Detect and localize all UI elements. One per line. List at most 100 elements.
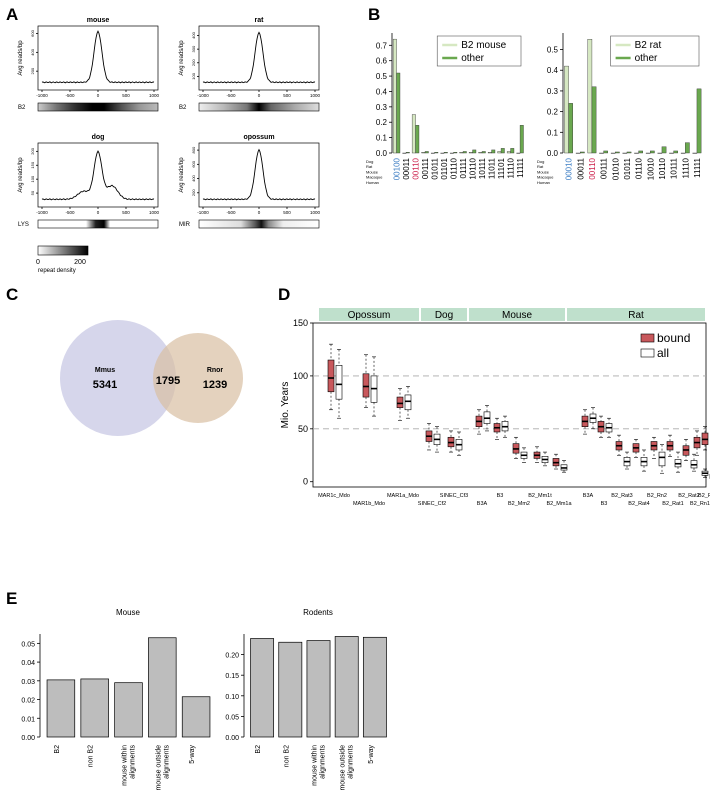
category-label: B2_Rn2 <box>647 493 667 499</box>
y-tick-label: 0.00 <box>21 735 35 742</box>
x-tick-label: 0 <box>97 210 100 215</box>
box <box>335 365 343 400</box>
bar <box>506 151 511 154</box>
repeat-label: B2 <box>179 105 187 111</box>
profile-line <box>41 150 155 201</box>
bar <box>434 152 439 154</box>
category-label: mouse within <box>312 745 319 786</box>
venn-left-count: 5341 <box>93 379 117 391</box>
panel-d-boxplot: Opossum Dog Mouse Rat Mio. Years 0 50 100 150 MAR… <box>280 308 710 507</box>
category-label: 01011 <box>431 157 440 179</box>
y-tick-label: 800 <box>191 146 196 153</box>
row-label: Macaque <box>366 175 383 180</box>
y-tick-label: 0.2 <box>547 108 559 117</box>
y-tick-label: 0.03 <box>21 679 35 686</box>
x-tick-label: -1000 <box>36 210 48 215</box>
colorbar-min: 0 <box>36 259 40 266</box>
y-tick-label: 0.05 <box>21 641 35 648</box>
repeat-label: LYS <box>18 222 29 228</box>
chart-title: Rodents <box>303 608 333 617</box>
y-tick-label: 0.4 <box>376 87 388 96</box>
legend-label: B2 rat <box>635 40 662 51</box>
x-tick-label: -1000 <box>197 93 209 98</box>
bar <box>685 142 690 154</box>
venn-left-name: Mmus <box>95 367 115 374</box>
category-label: B3 <box>497 493 504 499</box>
category-label: 00010 <box>565 157 574 180</box>
category-label: B2_Rat4 <box>628 501 649 507</box>
bar <box>411 114 416 154</box>
x-tick-label: 1000 <box>149 93 160 98</box>
category-label: B2_Rn2 <box>698 493 710 499</box>
group-header-label: Rat <box>628 310 644 321</box>
bar <box>462 151 467 154</box>
group-header-label: Dog <box>435 310 453 321</box>
profile-frame <box>198 142 320 208</box>
y-tick-label: 0.01 <box>21 716 35 723</box>
bar <box>405 152 410 154</box>
y-axis-label: Mio. Years <box>280 382 291 429</box>
profile-ylabel: Avg reads/bp <box>179 40 185 76</box>
category-label: 01101 <box>440 157 449 179</box>
profile-title: opossum <box>243 134 274 141</box>
y-tick-label: 400 <box>191 174 196 181</box>
category-label: 01011 <box>623 157 632 179</box>
bar <box>587 39 593 154</box>
legend-swatch-all <box>640 348 655 358</box>
category-label: 00011 <box>402 157 411 179</box>
y-tick-label: 0.0 <box>547 149 559 158</box>
bar <box>362 636 387 738</box>
category-label: alignments <box>163 745 170 779</box>
category-label: 11111 <box>693 157 702 177</box>
legend-swatch-bound <box>640 333 655 343</box>
category-label: MAR1b_Mdo <box>353 501 385 507</box>
y-tick-label: 0.04 <box>21 660 35 667</box>
x-tick-label: -500 <box>226 210 236 215</box>
profile-line <box>202 148 316 201</box>
y-tick-label: 50 <box>30 190 35 195</box>
y-tick-label: 100 <box>293 371 308 381</box>
category-label: MAR1c_Mdo <box>318 493 350 499</box>
legend-label-bound: bound <box>657 331 690 345</box>
category-label: 10110 <box>469 157 478 179</box>
x-tick-label: 500 <box>122 210 130 215</box>
profile-ylabel: Avg reads/bp <box>179 157 185 193</box>
panel-letter-c: C <box>6 285 18 304</box>
category-label: B2_Rat3 <box>611 493 632 499</box>
y-tick-label: 0 <box>303 477 308 487</box>
bar <box>181 696 211 738</box>
y-tick-label: 0.4 <box>547 66 559 75</box>
density-strip <box>198 102 320 112</box>
group-header <box>319 308 419 321</box>
category-label: B2_Rat2 <box>678 493 699 499</box>
bar <box>500 148 505 154</box>
category-label: 00011 <box>576 157 585 179</box>
bar <box>497 151 502 154</box>
row-label: Mouse <box>366 169 379 174</box>
category-label: SINEC_Cf3 <box>440 493 468 499</box>
bar <box>478 152 483 154</box>
y-tick-label: 150 <box>30 161 35 168</box>
row-label: Dog <box>366 159 373 164</box>
row-label: Macaque <box>537 175 554 180</box>
x-tick-label: -1000 <box>36 93 48 98</box>
legend-box <box>610 35 700 67</box>
category-label: 01110 <box>450 157 459 179</box>
y-tick-label: 0.05 <box>225 714 239 721</box>
group-header <box>421 308 467 321</box>
colorbar <box>37 245 89 256</box>
y-tick-label: 200 <box>191 59 196 66</box>
box <box>658 451 666 467</box>
panel-e-bar-charts: Mouse 0.00 0.01 0.02 0.03 0.04 0.05 B2 non B2 mou… <box>21 608 387 791</box>
y-tick-label: 600 <box>191 160 196 167</box>
bar <box>334 636 359 738</box>
bar <box>415 125 420 154</box>
category-label: 5-way <box>368 745 375 764</box>
row-label: Human <box>366 180 379 185</box>
bar <box>472 149 477 154</box>
venn-circle-mmus <box>60 320 176 436</box>
bar <box>580 151 585 154</box>
y-tick-label: 100 <box>30 175 35 182</box>
bar <box>650 150 655 154</box>
